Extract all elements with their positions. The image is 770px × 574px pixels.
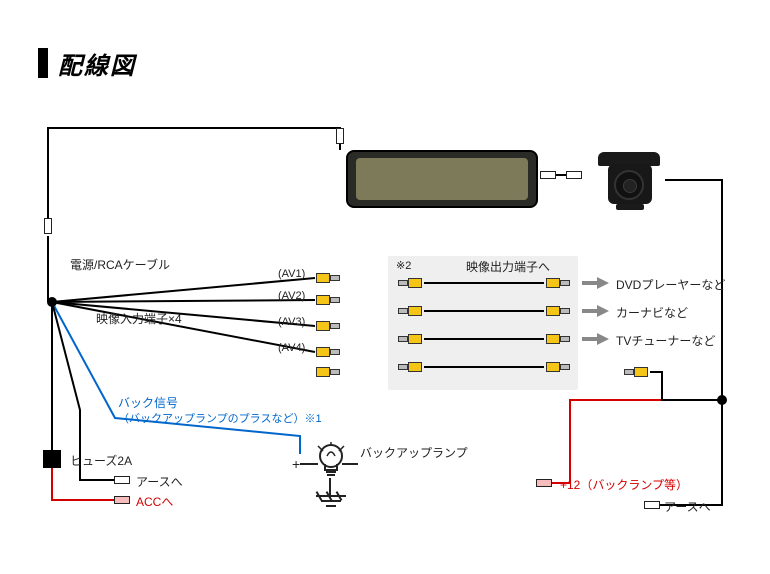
rca-av3 (316, 321, 340, 331)
label-av2: (AV2) (278, 290, 305, 302)
lightbulb-icon (314, 442, 348, 487)
rca-box-l2 (398, 306, 422, 316)
connector-earth-right (644, 501, 660, 509)
label-tvtuner: TVチューナーなど (616, 332, 715, 349)
rca-box-l4 (398, 362, 422, 372)
label-av3: (AV3) (278, 316, 305, 328)
arrow-dvd (597, 277, 609, 289)
monitor-screen (356, 158, 528, 200)
rca-box-l3 (398, 334, 422, 344)
label-dvd: DVDプレーヤーなど (616, 276, 725, 293)
arrow-carnavi (597, 305, 609, 317)
rca-box-r4 (546, 362, 570, 372)
label-plus: + (292, 456, 300, 472)
connector-monitor-in (336, 128, 344, 144)
connector-monitor-out (540, 171, 556, 179)
label-fuse: ヒューズ2A (70, 452, 132, 469)
label-earth-right: アースへ (664, 498, 711, 515)
label-back-signal-2: （バックアップランプのプラスなど）※1 (118, 410, 322, 426)
camera-device (594, 148, 664, 210)
rca-av2 (316, 295, 340, 305)
label-note2: ※2 (396, 259, 411, 272)
junction-node-left (47, 297, 57, 307)
label-video-in: 映像入力端子×4 (96, 310, 182, 327)
ground-symbol (312, 495, 352, 513)
label-acc: ACCへ (136, 493, 173, 510)
connector-left-top (44, 218, 52, 234)
junction-node-right (717, 395, 727, 405)
rca-box-l1 (398, 278, 422, 288)
label-backup-lamp: バックアップランプ (360, 444, 468, 461)
label-earth-left: アースへ (136, 473, 183, 490)
rca-box-r3 (546, 334, 570, 344)
label-plus12: +12（バックランプ等） (560, 476, 688, 493)
rca-av4 (316, 347, 340, 357)
rca-av1 (316, 273, 340, 283)
label-video-out: 映像出力端子へ (466, 258, 550, 275)
connector-acc (114, 496, 130, 504)
label-av1: (AV1) (278, 268, 305, 280)
page-title: 配線図 (58, 46, 136, 81)
connector-plus12 (536, 479, 552, 487)
label-power-rca: 電源/RCAケーブル (70, 256, 170, 273)
title-accent-bar (38, 48, 48, 78)
label-av4: (AV4) (278, 342, 305, 354)
arrow-stem-tv (582, 337, 598, 341)
arrow-stem-carnavi (582, 309, 598, 313)
arrow-stem-dvd (582, 281, 598, 285)
arrow-tv (597, 333, 609, 345)
rca-box-r2 (546, 306, 570, 316)
rca-box-r1 (546, 278, 570, 288)
monitor-device (346, 150, 538, 208)
label-back-signal-1: バック信号 (118, 394, 178, 411)
label-carnavi: カーナビなど (616, 304, 688, 321)
rca-camera (624, 367, 648, 377)
connector-earth-left (114, 476, 130, 484)
fuse-block (43, 450, 61, 468)
connector-camera-in (566, 171, 582, 179)
rca-av-bottom (316, 367, 340, 377)
